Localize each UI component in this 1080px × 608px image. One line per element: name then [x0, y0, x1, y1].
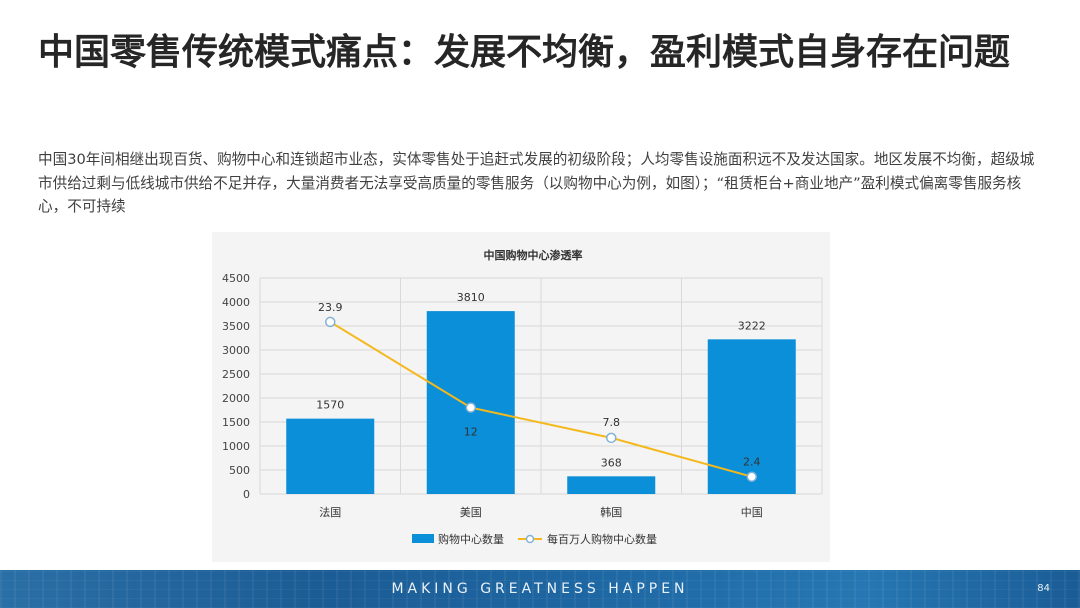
- category-label: 法国: [319, 505, 341, 519]
- slide-body-text: 中国30年间相继出现百货、购物中心和连锁超市业态，实体零售处于追赶式发展的初级阶…: [38, 151, 1035, 215]
- bar-data-label: 1570: [316, 399, 344, 412]
- line-data-label: 7.8: [603, 416, 621, 429]
- bar-韩国: [567, 476, 656, 494]
- footer-banner: MAKING GREATNESS HAPPEN 84: [0, 570, 1080, 608]
- category-label: 美国: [460, 506, 482, 519]
- left-axis-tick-label: 3500: [222, 320, 250, 333]
- line-data-label: 2.4: [743, 456, 761, 469]
- chart-area: 中国购物中心渗透率 0 500 1000 1500 2000 2500 3000 3500 40…: [212, 232, 830, 562]
- chart-title: 中国购物中心渗透率: [484, 248, 583, 262]
- bar-法国: [286, 418, 375, 494]
- left-axis-tick-label: 1000: [222, 440, 250, 453]
- category-label: 中国: [741, 506, 763, 519]
- left-axis-tick-label: 3000: [222, 344, 250, 357]
- left-axis-tick-label: 500: [229, 464, 250, 477]
- footer-slogan: MAKING GREATNESS HAPPEN: [391, 581, 689, 597]
- line-point: [746, 471, 757, 482]
- slide-title: 中国零售传统模式痛点：发展不均衡，盈利模式自身存在问题: [38, 32, 1011, 73]
- legend-line-marker: [525, 534, 535, 544]
- legend-line-label: 每百万人购物中心数量: [547, 532, 657, 546]
- series-line: [329, 321, 753, 478]
- left-axis-tick-label: 4000: [222, 296, 250, 309]
- page-number: 84: [1037, 583, 1050, 594]
- left-axis-tick-label: 2000: [222, 392, 250, 405]
- line-data-label: 12: [464, 426, 478, 439]
- left-axis-tick-label: 4500: [222, 272, 250, 285]
- bar-中国: [707, 339, 796, 494]
- legend-bar-swatch: [412, 534, 434, 543]
- left-axis-tick-label: 1500: [222, 416, 250, 429]
- left-axis-tick-label: 2500: [222, 368, 250, 381]
- chart-svg: 中国购物中心渗透率 0 500 1000 1500 2000 2500 3000 3500 40…: [222, 248, 823, 546]
- bar-data-label: 3222: [738, 319, 766, 332]
- bar-data-label: 3810: [457, 291, 485, 304]
- line-point: [606, 432, 617, 444]
- left-axis-tick-label: 0: [243, 488, 250, 501]
- line-data-label: 23.9: [318, 301, 343, 314]
- line-point: [465, 402, 476, 413]
- bar-data-label: 368: [601, 456, 622, 469]
- footer-pattern: [0, 570, 1080, 608]
- legend-bar-label: 购物中心数量: [438, 532, 504, 546]
- category-label: 韩国: [600, 505, 622, 519]
- line-point: [325, 316, 336, 328]
